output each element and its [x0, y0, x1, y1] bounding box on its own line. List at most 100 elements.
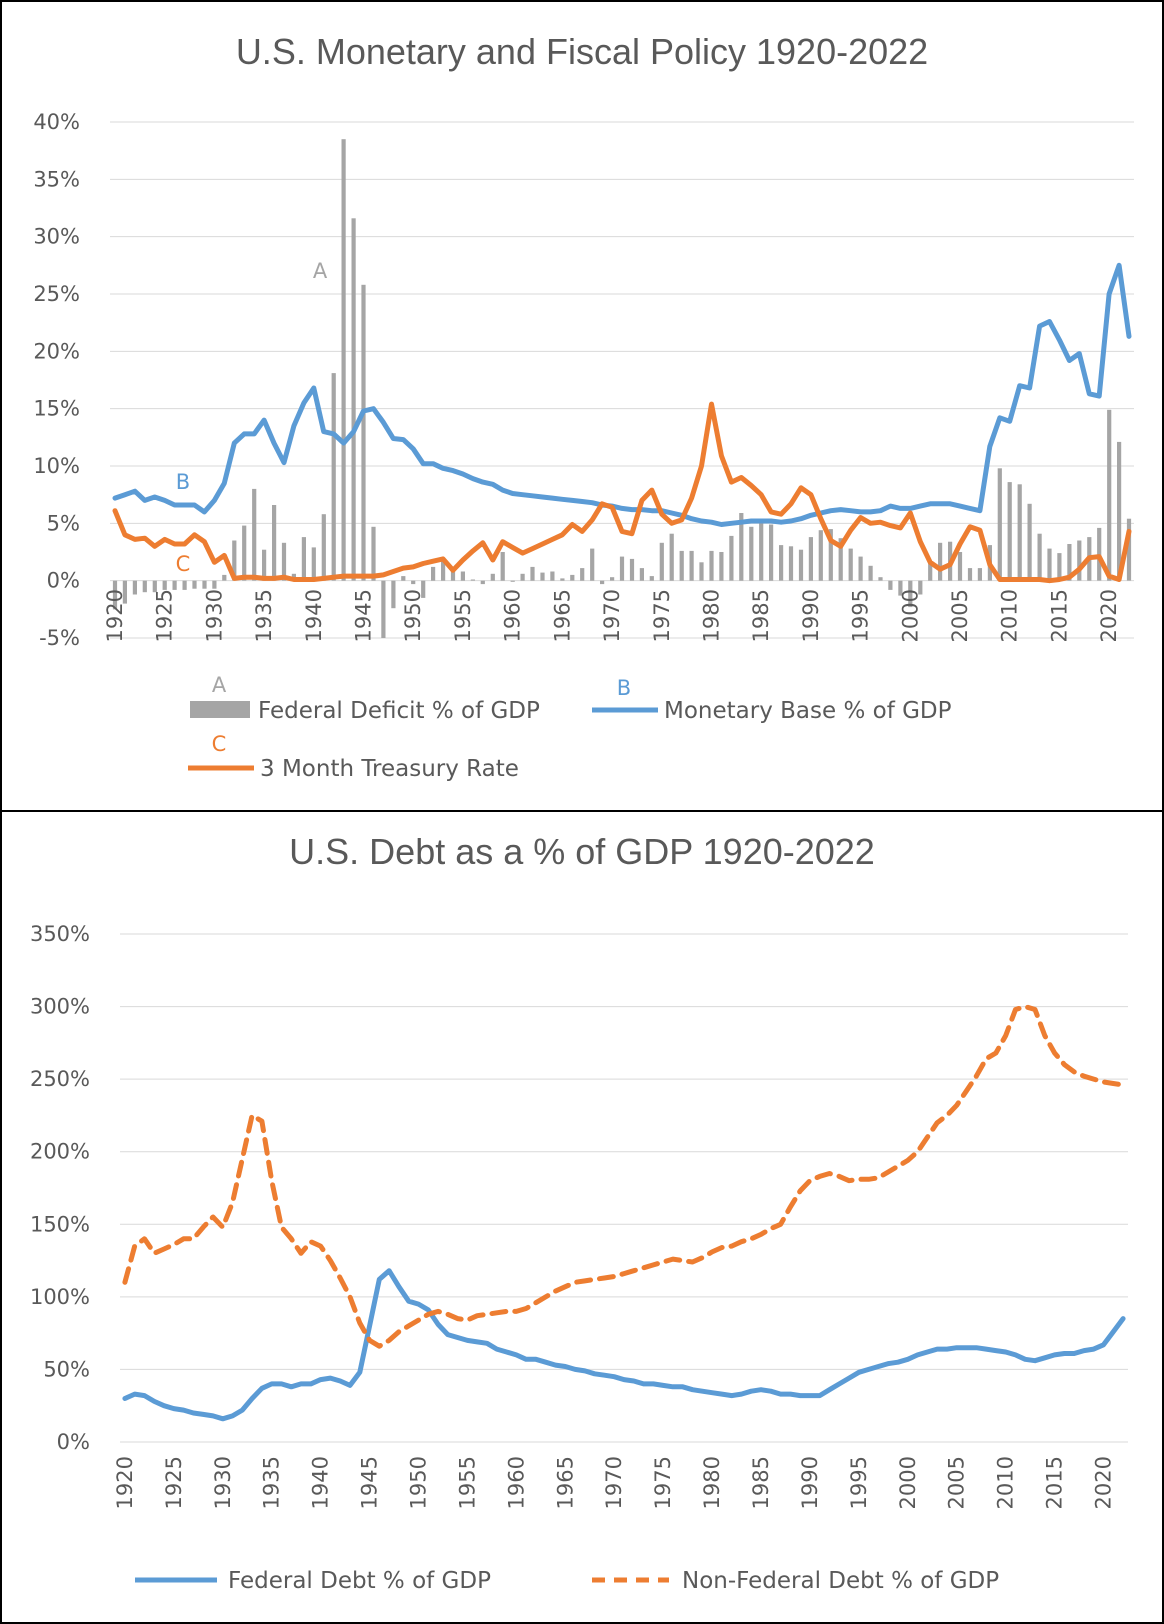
legend-annotation-c: C	[212, 732, 227, 756]
x-tick-label: 1940	[302, 589, 326, 642]
deficit-bar	[520, 573, 525, 581]
deficit-bar	[888, 580, 893, 590]
deficit-bar	[1077, 540, 1082, 581]
grid	[120, 933, 1128, 1443]
deficit-bars	[112, 139, 1132, 638]
x-tick-label: 1980	[699, 589, 723, 642]
deficit-bar	[918, 580, 923, 595]
x-tick-label: 2000	[898, 589, 922, 642]
deficit-bar	[381, 580, 386, 638]
deficit-bar	[331, 373, 336, 581]
chart-monetary-fiscal: U.S. Monetary and Fiscal Policy 1920-202…	[33, 31, 1134, 782]
nonfederal-debt-line	[122, 1004, 1126, 1349]
deficit-bar	[828, 529, 833, 581]
deficit-bar	[550, 571, 555, 581]
x-tick-label: 1940	[309, 1456, 333, 1509]
x-tick-label: 1995	[847, 1456, 871, 1509]
series-lines	[122, 1004, 1126, 1422]
x-tick-label: 1945	[358, 1456, 382, 1509]
chart-title: U.S. Monetary and Fiscal Policy 1920-202…	[236, 31, 928, 72]
deficit-bar	[808, 537, 813, 581]
deficit-bar	[1027, 503, 1032, 581]
deficit-bar	[779, 545, 784, 581]
deficit-bar	[749, 526, 754, 581]
chart-panel-debt: U.S. Debt as a % of GDP 1920-2022 0% 50% 1…	[0, 810, 1164, 1624]
y-tick-label: 10%	[33, 454, 80, 478]
y-tick-label: 150%	[30, 1212, 90, 1236]
x-axis-ticks: 1920 1925 1930 1935 1940 1945 1950 1955 1960 1965…	[103, 589, 1121, 642]
legend-swatch-deficit	[190, 701, 250, 718]
deficit-bar	[192, 580, 197, 589]
legend-label-treasury: 3 Month Treasury Rate	[260, 756, 519, 782]
x-tick-label: 2015	[1043, 1456, 1067, 1509]
deficit-bar	[610, 577, 615, 581]
x-tick-label: 2015	[1047, 589, 1071, 642]
deficit-bar	[928, 563, 933, 581]
y-tick-label: 15%	[33, 397, 80, 421]
legend-label-deficit: Federal Deficit % of GDP	[258, 698, 540, 724]
deficit-bar	[122, 580, 127, 604]
deficit-bar	[848, 548, 853, 581]
deficit-bar	[371, 526, 376, 581]
legend: Federal Debt % of GDP Non-Federal Debt %…	[135, 1568, 999, 1594]
deficit-bar	[798, 549, 804, 581]
deficit-bar	[441, 558, 446, 581]
deficit-bar	[590, 548, 595, 581]
deficit-bar	[162, 580, 167, 590]
x-tick-label: 2020	[1097, 589, 1121, 642]
deficit-bar	[132, 580, 137, 595]
legend-annotation-a: A	[212, 673, 227, 697]
annotation-b: B	[176, 470, 190, 494]
x-tick-label: 1970	[602, 1456, 626, 1509]
deficit-bar	[450, 568, 456, 581]
x-tick-label: 1965	[550, 589, 574, 642]
x-tick-label: 1935	[260, 1456, 284, 1509]
deficit-bar	[152, 580, 157, 593]
deficit-bar	[639, 568, 644, 581]
deficit-bar	[689, 550, 694, 581]
deficit-bar	[1126, 518, 1132, 581]
chart-panel-monetary: U.S. Monetary and Fiscal Policy 1920-202…	[0, 0, 1164, 812]
x-tick-label: 1955	[455, 1456, 479, 1509]
x-tick-label: 1975	[651, 1456, 675, 1509]
deficit-bar	[938, 542, 943, 581]
deficit-bar	[838, 538, 843, 581]
x-tick-label: 1970	[600, 589, 624, 642]
x-tick-label: 1925	[162, 1456, 186, 1509]
deficit-bar	[1107, 409, 1112, 581]
legend-label-nonfederal: Non-Federal Debt % of GDP	[682, 1568, 999, 1594]
y-tick-label: 35%	[33, 167, 80, 191]
legend-annotation-b: B	[617, 676, 631, 700]
deficit-bar	[967, 568, 973, 581]
deficit-bar	[898, 580, 903, 596]
deficit-bar	[311, 547, 316, 581]
x-tick-label: 1990	[799, 589, 823, 642]
deficit-bar	[1007, 482, 1012, 581]
deficit-bar	[868, 565, 873, 581]
y-tick-label: 350%	[30, 922, 90, 946]
x-tick-label: 2005	[948, 589, 972, 642]
y-tick-label: 0%	[57, 1430, 90, 1454]
deficit-bar	[570, 574, 575, 581]
deficit-bar	[321, 514, 326, 581]
x-tick-label: 2010	[994, 1456, 1018, 1509]
deficit-bar	[172, 580, 177, 590]
x-tick-label: 2020	[1092, 1456, 1116, 1509]
deficit-bar	[769, 524, 774, 581]
y-tick-label: 50%	[43, 1357, 90, 1381]
deficit-bar	[878, 577, 883, 581]
deficit-bar	[391, 580, 396, 609]
x-tick-label: 1980	[700, 1456, 724, 1509]
deficit-bar	[242, 525, 247, 581]
series-lines	[112, 262, 1132, 584]
deficit-bar	[252, 488, 257, 581]
legend-label-monetary: Monetary Base % of GDP	[664, 698, 952, 724]
deficit-bar	[719, 552, 724, 581]
deficit-bar	[709, 550, 714, 581]
deficit-bar	[1117, 441, 1122, 581]
chart-title: U.S. Debt as a % of GDP 1920-2022	[289, 831, 875, 872]
deficit-bar	[510, 580, 515, 582]
deficit-bar	[431, 566, 436, 581]
x-tick-label: 2010	[998, 589, 1022, 642]
y-axis-ticks: -5% 0% 5% 10% 15% 20% 25% 30% 35% 40%	[33, 110, 80, 650]
